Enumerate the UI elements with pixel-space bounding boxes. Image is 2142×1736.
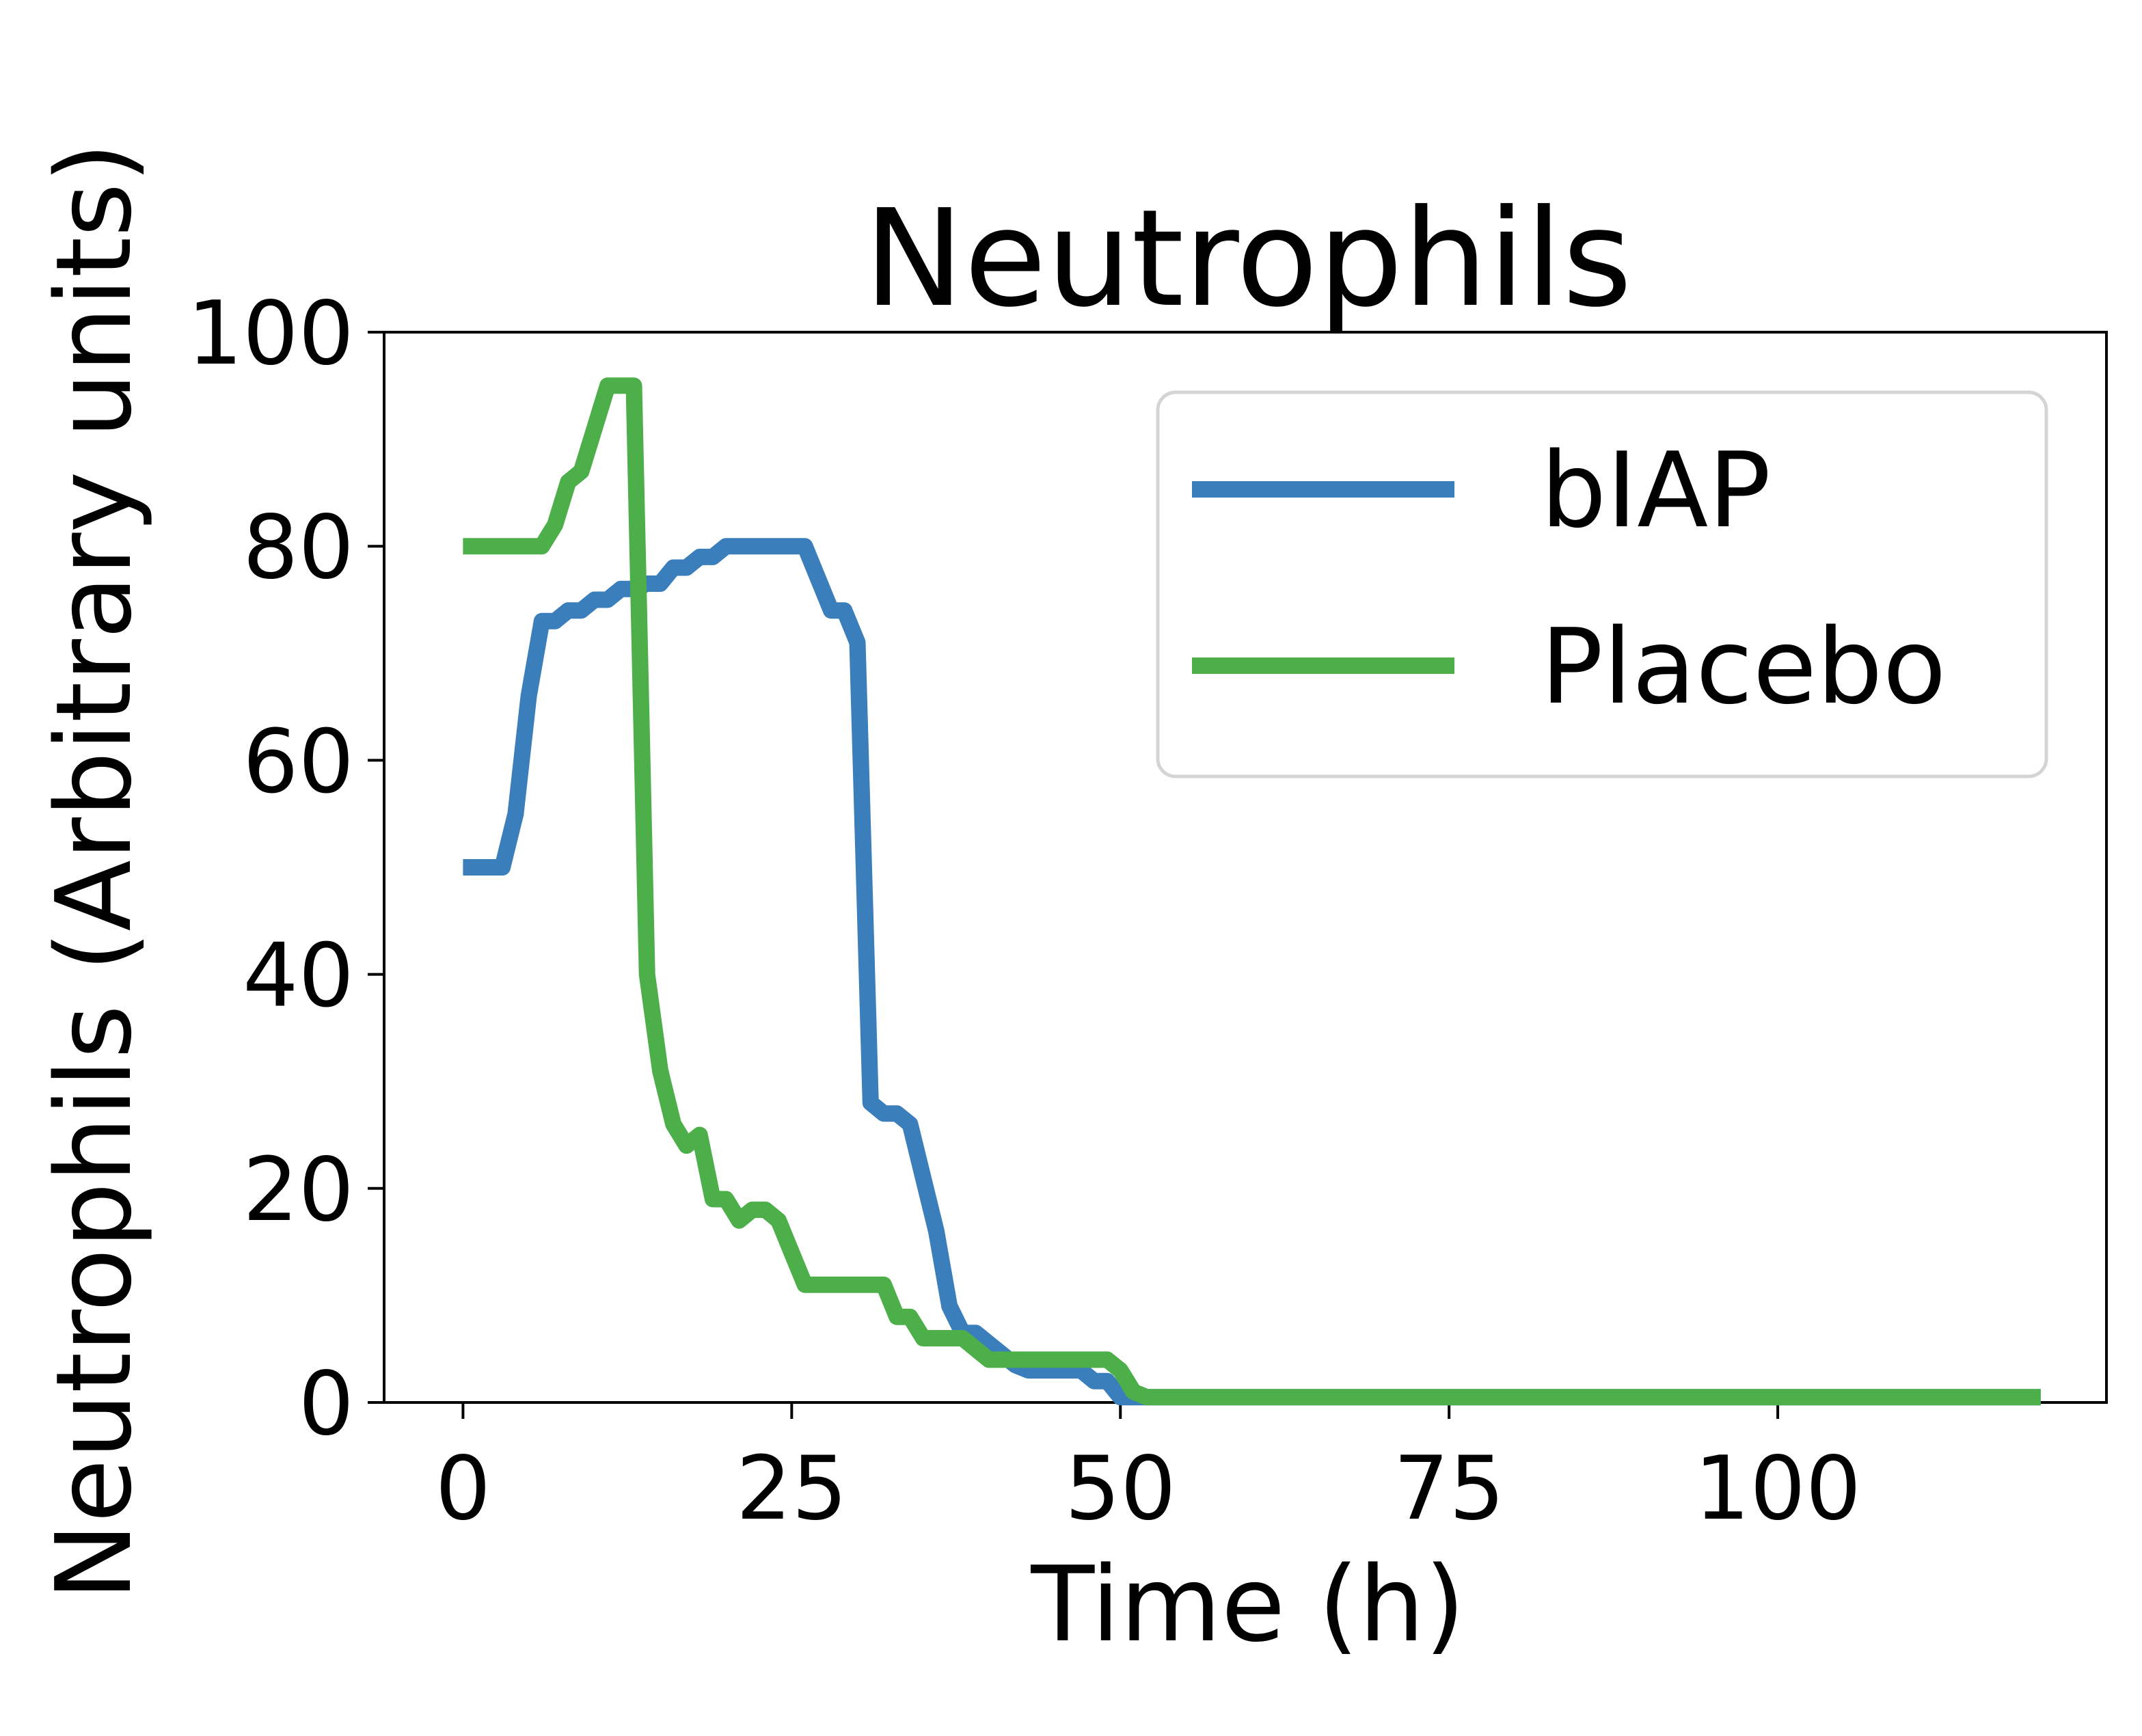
chart-title: Neutrophils xyxy=(864,181,1632,337)
x-tick-label: 50 xyxy=(1065,1438,1176,1540)
x-axis-label: Time (h) xyxy=(1030,1544,1465,1665)
x-tick-label: 25 xyxy=(736,1438,848,1540)
y-axis-label: Neutrophils (Arbitrary units) xyxy=(33,142,154,1601)
y-tick-label: 20 xyxy=(243,1139,354,1241)
x-tick-label: 100 xyxy=(1694,1438,1861,1540)
plot-area: 0 20 40 60 80 100 0 25 50 75 100 bIAP Placebo xyxy=(187,283,2108,1540)
y-tick-label: 40 xyxy=(243,925,354,1027)
series-line-placebo xyxy=(463,377,2041,1406)
y-tick-label: 0 xyxy=(299,1353,354,1455)
x-tick-label: 0 xyxy=(435,1438,491,1540)
legend-label-biap: bIAP xyxy=(1541,430,1771,551)
x-tick-label: 75 xyxy=(1394,1438,1505,1540)
y-tick-label: 60 xyxy=(243,711,354,813)
y-tick-label: 80 xyxy=(243,497,354,599)
y-tick-label: 100 xyxy=(187,283,354,385)
legend-label-placebo: Placebo xyxy=(1541,606,1947,727)
series-line-biap xyxy=(463,538,2041,1406)
